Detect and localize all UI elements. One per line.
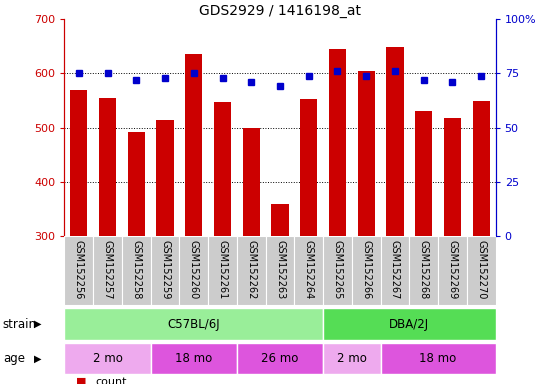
- Text: C57BL/6J: C57BL/6J: [167, 318, 220, 331]
- Text: 2 mo: 2 mo: [337, 352, 367, 365]
- Text: GSM152265: GSM152265: [333, 240, 343, 299]
- Text: GSM152256: GSM152256: [74, 240, 84, 299]
- Bar: [272, 204, 288, 236]
- Text: DBA/2J: DBA/2J: [389, 318, 430, 331]
- Bar: [70, 90, 87, 236]
- Bar: [438, 236, 467, 305]
- Bar: [295, 236, 323, 305]
- Bar: [208, 236, 237, 305]
- Bar: [242, 127, 260, 236]
- Bar: [409, 236, 438, 305]
- Bar: [467, 236, 496, 305]
- Bar: [358, 71, 375, 236]
- Text: GSM152268: GSM152268: [419, 240, 429, 299]
- Bar: [64, 236, 93, 305]
- Bar: [352, 236, 381, 305]
- Bar: [179, 236, 208, 305]
- Text: GSM152269: GSM152269: [447, 240, 458, 299]
- Bar: [64, 308, 323, 340]
- Text: ■: ■: [76, 377, 86, 384]
- Bar: [329, 49, 346, 236]
- Bar: [237, 343, 323, 374]
- Bar: [122, 236, 151, 305]
- Bar: [237, 236, 265, 305]
- Text: GSM152270: GSM152270: [476, 240, 486, 299]
- Text: 18 mo: 18 mo: [175, 352, 212, 365]
- Bar: [473, 101, 490, 236]
- Bar: [151, 236, 179, 305]
- Bar: [300, 99, 318, 236]
- Bar: [323, 236, 352, 305]
- Bar: [381, 343, 496, 374]
- Bar: [64, 343, 151, 374]
- Text: ▶: ▶: [34, 354, 42, 364]
- Bar: [128, 132, 145, 236]
- Text: GSM152263: GSM152263: [275, 240, 285, 299]
- Text: age: age: [3, 352, 25, 365]
- Text: 26 mo: 26 mo: [262, 352, 298, 365]
- Text: count: count: [95, 377, 127, 384]
- Text: GSM152260: GSM152260: [189, 240, 199, 299]
- Text: GSM152267: GSM152267: [390, 240, 400, 299]
- Bar: [381, 236, 409, 305]
- Bar: [151, 343, 237, 374]
- Text: GSM152261: GSM152261: [217, 240, 227, 299]
- Text: GSM152262: GSM152262: [246, 240, 256, 299]
- Text: ▶: ▶: [34, 319, 42, 329]
- Text: GSM152264: GSM152264: [304, 240, 314, 299]
- Text: GSM152257: GSM152257: [102, 240, 113, 299]
- Bar: [265, 236, 295, 305]
- Bar: [323, 308, 496, 340]
- Text: GSM152266: GSM152266: [361, 240, 371, 299]
- Title: GDS2929 / 1416198_at: GDS2929 / 1416198_at: [199, 4, 361, 18]
- Bar: [156, 119, 174, 236]
- Bar: [444, 118, 461, 236]
- Bar: [415, 111, 432, 236]
- Bar: [214, 102, 231, 236]
- Bar: [185, 55, 202, 236]
- Bar: [386, 47, 404, 236]
- Bar: [99, 98, 116, 236]
- Text: 2 mo: 2 mo: [92, 352, 123, 365]
- Bar: [93, 236, 122, 305]
- Bar: [323, 343, 381, 374]
- Text: GSM152258: GSM152258: [131, 240, 141, 299]
- Text: GSM152259: GSM152259: [160, 240, 170, 299]
- Text: strain: strain: [3, 318, 37, 331]
- Text: 18 mo: 18 mo: [419, 352, 457, 365]
